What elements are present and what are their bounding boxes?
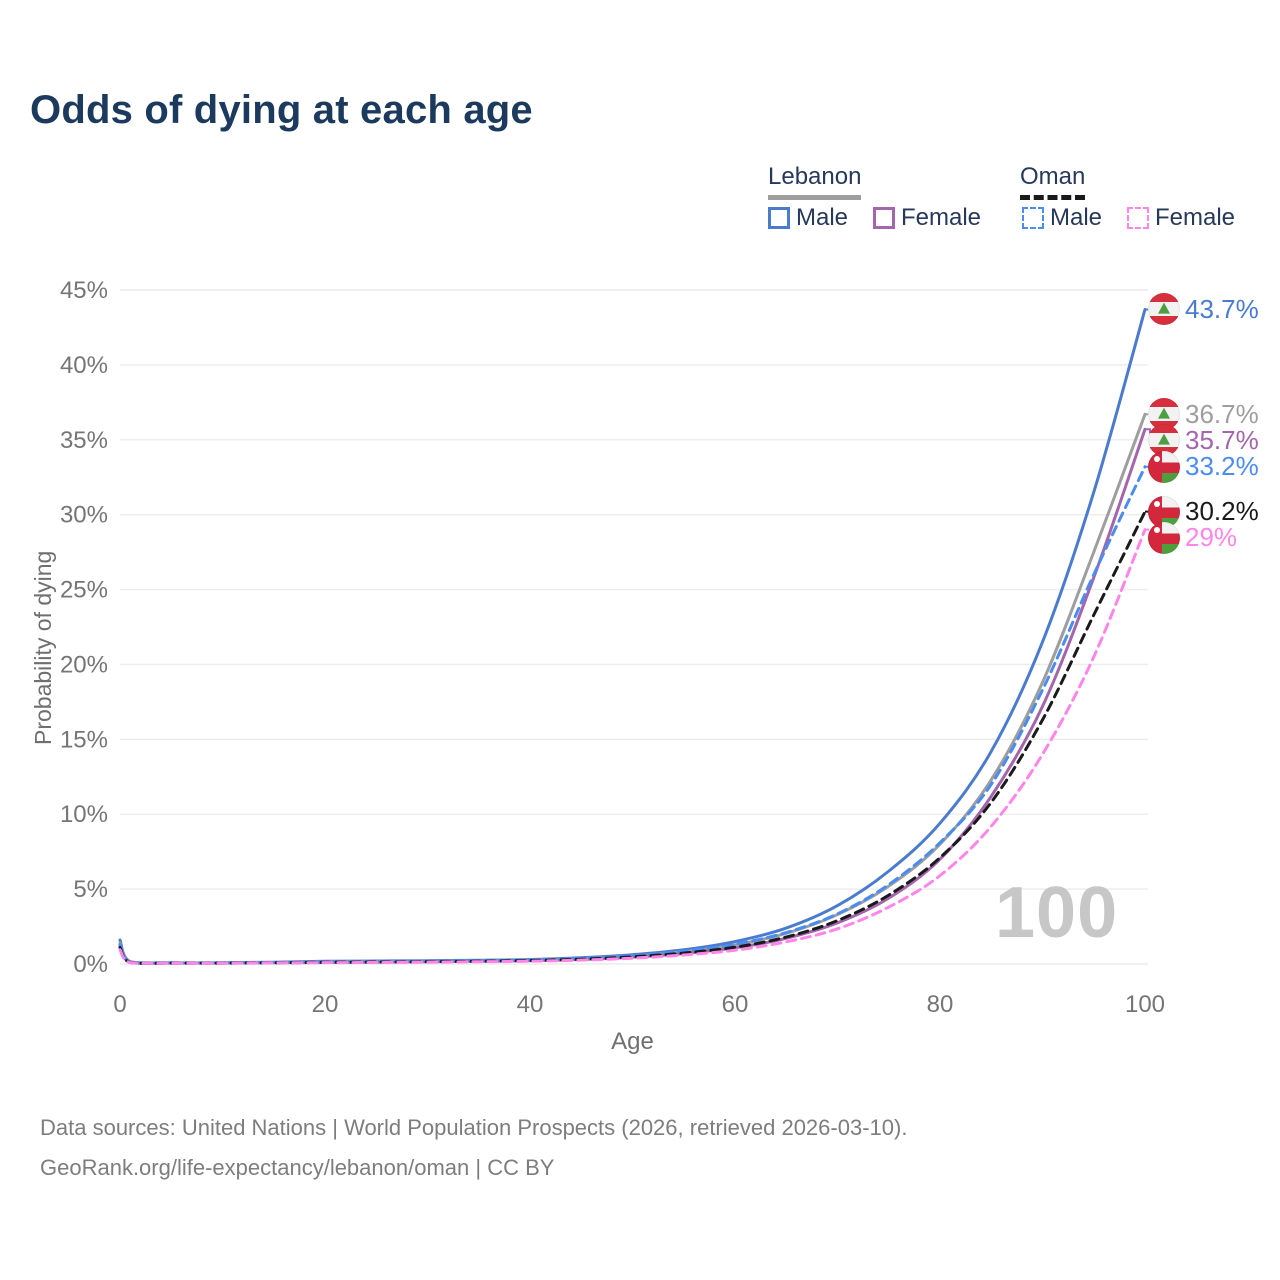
x-tick-label: 60 bbox=[722, 991, 749, 1018]
series-end-label-lebanon-male: 43.7% bbox=[1148, 293, 1259, 326]
y-tick-label: 5% bbox=[73, 876, 108, 903]
lebanon-female-swatch-icon bbox=[873, 207, 895, 229]
legend-group-oman: Oman bbox=[1020, 163, 1086, 200]
x-tick-label: 0 bbox=[113, 991, 126, 1018]
oman-male-swatch-icon bbox=[1022, 207, 1044, 229]
oman-flag-icon bbox=[1148, 450, 1180, 483]
attribution-text: GeoRank.org/life-expectancy/lebanon/oman… bbox=[40, 1155, 555, 1180]
y-tick-label: 10% bbox=[60, 801, 108, 828]
y-tick-label: 40% bbox=[60, 352, 108, 379]
end-label-value: 36.7% bbox=[1185, 398, 1259, 429]
oman-female-swatch-icon bbox=[1127, 207, 1149, 229]
age-watermark: 100 bbox=[995, 873, 1119, 953]
legend-item-lebanon-female[interactable]: Female bbox=[873, 204, 981, 232]
y-tick-label: 0% bbox=[73, 951, 108, 978]
end-label-value: 33.2% bbox=[1185, 451, 1259, 482]
y-tick-label: 25% bbox=[60, 577, 108, 604]
x-tick-label: 100 bbox=[1125, 991, 1165, 1018]
lebanon-male-swatch-icon bbox=[768, 207, 790, 229]
y-tick-label: 35% bbox=[60, 427, 108, 454]
series-end-label-oman-both-sexes: 30.2% bbox=[1148, 495, 1259, 528]
legend-group-lebanon: Lebanon bbox=[768, 163, 862, 200]
y-tick-label: 45% bbox=[60, 277, 108, 304]
series-line-lebanon-female bbox=[118, 427, 1147, 965]
legend-item-label: Male bbox=[796, 204, 849, 231]
lebanon-flag-icon bbox=[1148, 293, 1180, 326]
series-end-label-lebanon-both-sexes: 36.7% bbox=[1148, 398, 1259, 431]
legend-item-oman-female[interactable]: Female bbox=[1127, 204, 1235, 232]
oman-flag-icon bbox=[1148, 521, 1180, 554]
series-line-oman-both-sexes bbox=[118, 510, 1147, 965]
y-tick-label: 15% bbox=[60, 726, 108, 753]
end-label-value: 30.2% bbox=[1185, 496, 1259, 527]
series-end-label-oman-female: 29% bbox=[1148, 521, 1238, 554]
x-axis-title: Age bbox=[611, 1028, 654, 1055]
y-axis-title: Probability of dying bbox=[30, 550, 56, 745]
series-line-oman-female bbox=[118, 528, 1147, 965]
legend-item-oman-male[interactable]: Male bbox=[1022, 204, 1102, 232]
page-title: Odds of dying at each age bbox=[30, 88, 533, 132]
footer: Data sources: United Nations | World Pop… bbox=[40, 1108, 907, 1188]
legend-item-lebanon-male[interactable]: Male bbox=[768, 204, 848, 232]
end-label-value: 29% bbox=[1185, 522, 1238, 553]
x-tick-label: 20 bbox=[312, 991, 339, 1018]
end-label-value: 43.7% bbox=[1185, 293, 1259, 324]
y-tick-label: 20% bbox=[60, 651, 108, 678]
y-tick-label: 30% bbox=[60, 502, 108, 529]
legend-item-label: Male bbox=[1050, 204, 1103, 231]
series-line-lebanon-both-sexes bbox=[118, 412, 1147, 965]
x-tick-label: 80 bbox=[927, 991, 954, 1018]
x-tick-label: 40 bbox=[517, 991, 544, 1018]
legend-item-label: Female bbox=[1155, 204, 1236, 231]
series-line-lebanon-male bbox=[118, 307, 1147, 965]
end-label-value: 35.7% bbox=[1185, 424, 1259, 455]
data-sources-text: Data sources: United Nations | World Pop… bbox=[40, 1115, 908, 1140]
legend-item-label: Female bbox=[901, 204, 982, 231]
series-end-label-oman-male: 33.2% bbox=[1148, 450, 1259, 483]
